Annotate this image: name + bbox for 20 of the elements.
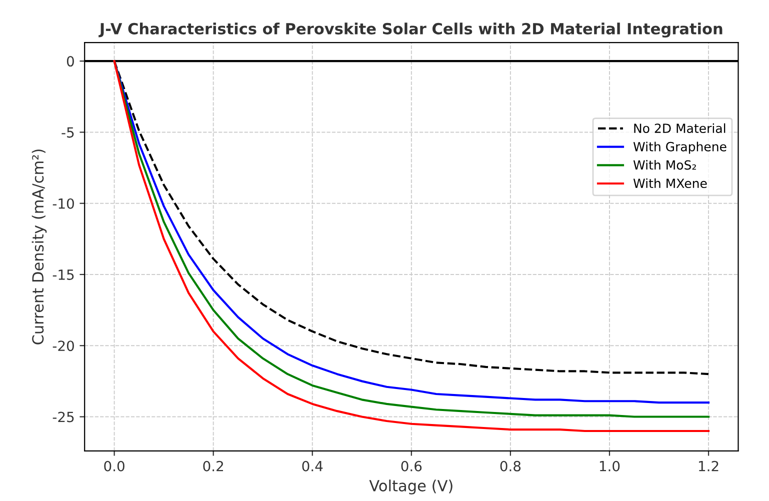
x-tick-label: 0.6 bbox=[401, 460, 422, 472]
x-tick-label: 1.2 bbox=[699, 460, 718, 472]
legend-label: With Graphene bbox=[633, 142, 726, 154]
y-tick-label: -20 bbox=[52, 340, 74, 352]
legend-label: With MXene bbox=[633, 178, 707, 188]
x-tick-label: 0.2 bbox=[203, 460, 223, 472]
y-tick-label: -10 bbox=[52, 198, 74, 209]
x-tick-label: 0.0 bbox=[104, 460, 124, 472]
x-axis-title: Voltage (V) bbox=[369, 480, 452, 494]
y-tick-label: 0 bbox=[66, 56, 74, 67]
legend-label: With MoS₂ bbox=[633, 160, 696, 170]
y-axis-title: Current Density (mA/cm²) bbox=[32, 150, 47, 344]
y-tick-label: -15 bbox=[52, 270, 74, 280]
y-tick-label: -5 bbox=[62, 127, 74, 138]
x-tick-label: 1.0 bbox=[600, 460, 620, 472]
x-tick-label: 0.4 bbox=[302, 460, 323, 472]
chart-title: J-V Characteristics of Perovskite Solar Cells with 2D Material Integration bbox=[98, 22, 722, 38]
legend-label: No 2D Material bbox=[634, 123, 726, 134]
x-tick-label: 0.8 bbox=[500, 460, 521, 472]
y-tick-label: -25 bbox=[52, 412, 74, 422]
